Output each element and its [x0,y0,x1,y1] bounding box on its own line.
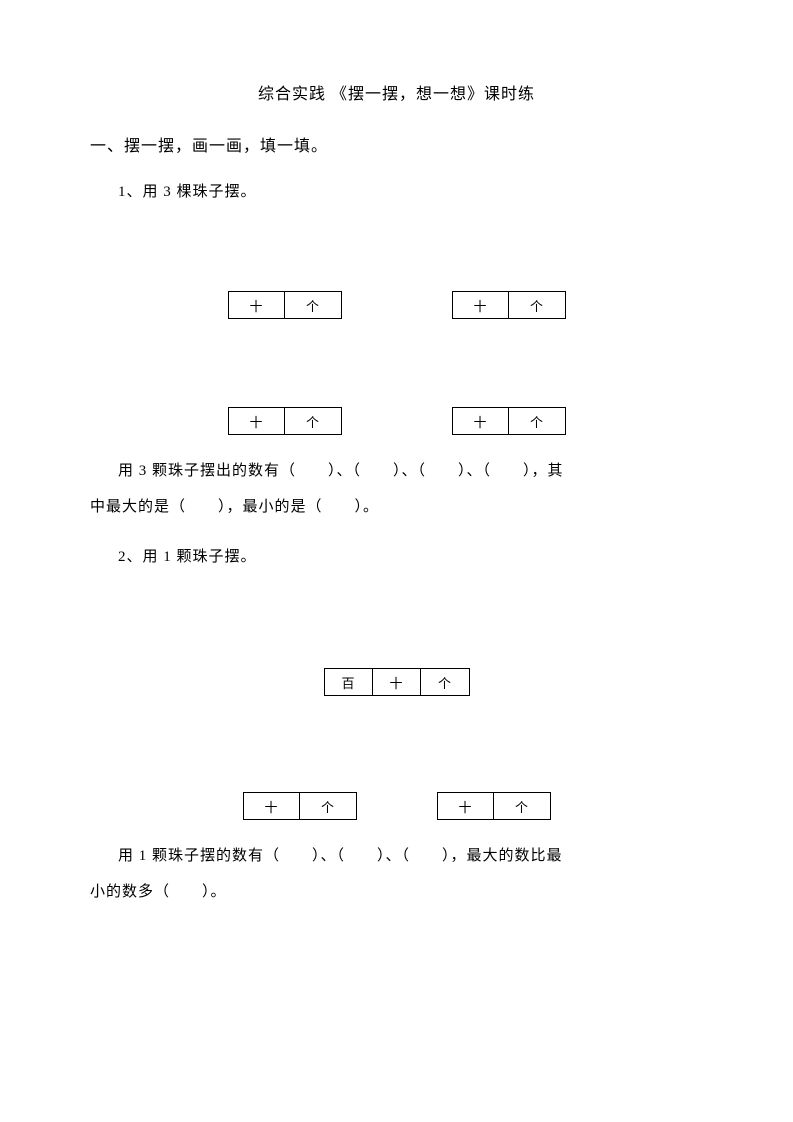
q1-line2: 中最大的是（ ），最小的是（ ）。 [90,499,379,515]
abacus-base: 十 个 [228,291,342,319]
q2-line1: 用 1 颗珠子摆的数有（ ）、（ ）、（ ），最大的数比最 [118,848,563,864]
section-heading: 一、摆一摆，画一画，填一填。 [90,132,703,156]
page-title: 综合实践 《摆一摆，想一想》课时练 [90,80,703,104]
cell-ones: 个 [285,408,341,434]
cell-ones: 个 [494,793,550,819]
abacus-2col: 十 个 [452,329,566,435]
cell-ones: 个 [509,292,565,318]
abacus-base: 十 个 [452,407,566,435]
cell-tens: 十 [373,669,421,695]
cell-ones: 个 [509,408,565,434]
abacus-base: 十 个 [437,792,551,820]
q1-line1: 用 3 颗珠子摆出的数有（ ）、（ ）、（ ）、（ ），其 [118,463,564,479]
q2-abacus-row-2: 十 个 十 个 [90,714,703,820]
cell-tens: 十 [453,408,509,434]
abacus-2col: 十 个 [437,714,551,820]
abacus-base: 百 十 个 [324,668,470,696]
q2-line2: 小的数多（ ）。 [90,884,227,900]
cell-tens: 十 [438,793,494,819]
cell-tens: 十 [229,408,285,434]
cell-tens: 十 [229,292,285,318]
cell-tens: 十 [453,292,509,318]
abacus-3col: 百 十 个 [324,578,470,696]
cell-ones: 个 [285,292,341,318]
cell-ones: 个 [421,669,469,695]
cell-hundreds: 百 [325,669,373,695]
q1-abacus-row-1: 十 个 十 个 [90,213,703,319]
q2-heading: 2、用 1 颗珠子摆。 [90,545,703,566]
abacus-2col: 十 个 [452,213,566,319]
abacus-base: 十 个 [228,407,342,435]
q1-abacus-row-2: 十 个 十 个 [90,329,703,435]
abacus-2col: 十 个 [243,714,357,820]
q1-fill-text: 用 3 颗珠子摆出的数有（ ）、（ ）、（ ）、（ ），其 中最大的是（ ），最… [90,453,703,525]
abacus-base: 十 个 [452,291,566,319]
q2-fill-text: 用 1 颗珠子摆的数有（ ）、（ ）、（ ），最大的数比最 小的数多（ ）。 [90,838,703,910]
cell-ones: 个 [300,793,356,819]
q1-heading: 1、用 3 棵珠子摆。 [90,180,703,201]
abacus-2col: 十 个 [228,213,342,319]
q2-abacus-3col-wrap: 百 十 个 [90,578,703,696]
abacus-base: 十 个 [243,792,357,820]
cell-tens: 十 [244,793,300,819]
abacus-2col: 十 个 [228,329,342,435]
